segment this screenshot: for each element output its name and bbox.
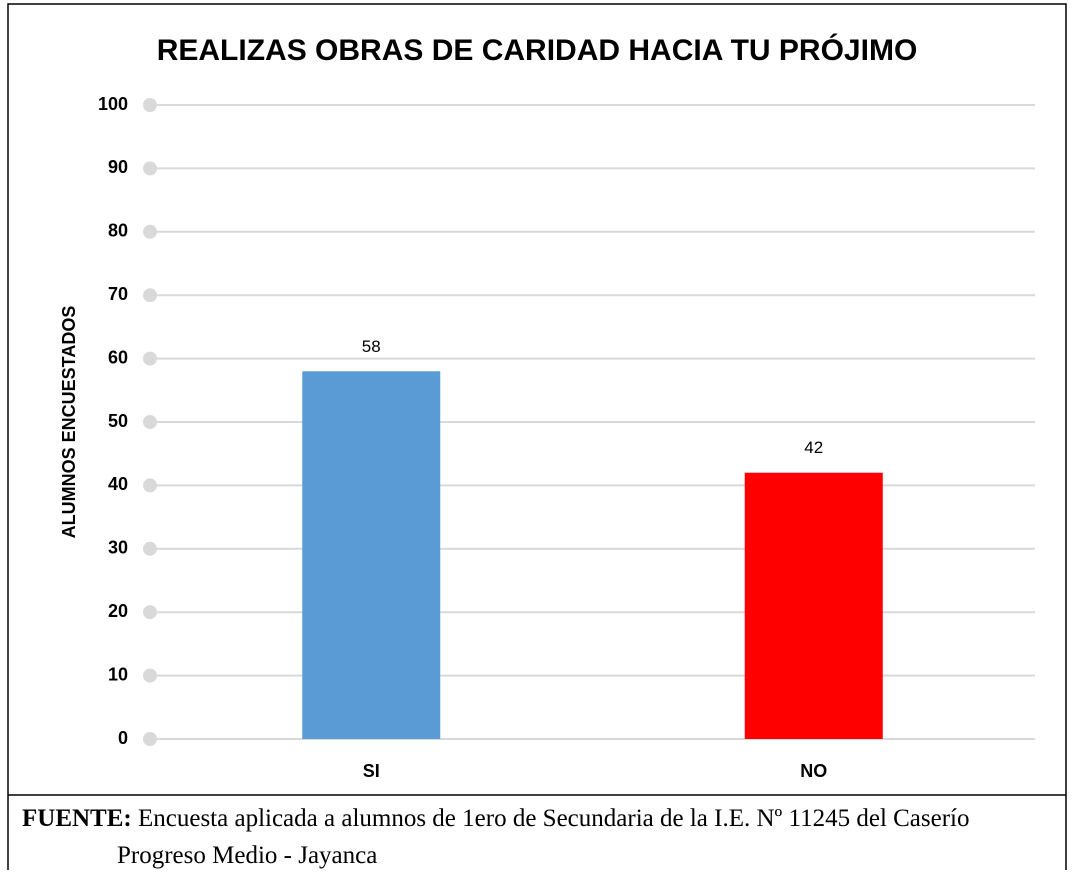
tick-marker	[143, 732, 157, 746]
bar	[744, 472, 883, 739]
y-tick-label: 60	[108, 347, 128, 367]
y-tick-label: 20	[108, 601, 128, 621]
y-axis-label: ALUMNOS ENCUESTADOS	[59, 306, 79, 539]
tick-marker	[143, 351, 157, 366]
y-tick-label: 40	[108, 474, 128, 494]
frame	[7, 3, 1067, 870]
tick-marker	[143, 478, 157, 493]
y-tick-label: 100	[98, 94, 128, 114]
y-tick-label: 30	[108, 538, 128, 558]
y-tick-label: 50	[108, 411, 128, 431]
data-label: 42	[804, 438, 823, 457]
x-tick-label: SI	[363, 761, 380, 781]
y-tick-label: 10	[108, 664, 128, 684]
y-tick-label: 80	[108, 221, 128, 241]
tick-marker	[143, 224, 157, 239]
tick-marker	[143, 605, 157, 620]
tick-marker	[143, 161, 157, 176]
bar	[302, 371, 441, 739]
tick-marker	[143, 668, 157, 683]
data-label: 58	[362, 337, 381, 356]
caption-text: Encuesta aplicada a alumnos de 1ero de S…	[117, 805, 970, 869]
chart-title: REALIZAS OBRAS DE CARIDAD HACIA TU PRÓJI…	[157, 33, 918, 67]
tick-marker	[143, 288, 157, 303]
tick-marker	[143, 98, 157, 112]
y-tick-label: 70	[108, 284, 128, 304]
tick-marker	[143, 415, 157, 429]
tick-marker	[143, 541, 157, 556]
y-tick-label: 90	[108, 157, 128, 177]
caption: FUENTE: Encuesta aplicada a alumnos de 1…	[22, 800, 1052, 874]
x-tick-label: NO	[800, 761, 827, 781]
y-tick-label: 0	[118, 728, 128, 748]
caption-label: FUENTE:	[22, 805, 132, 832]
